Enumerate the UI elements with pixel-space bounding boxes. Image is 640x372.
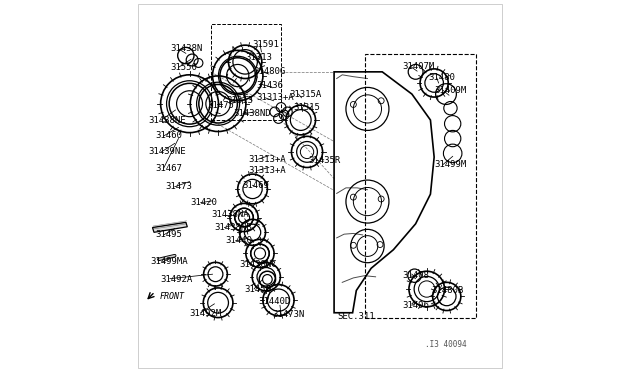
Text: 31469: 31469 (242, 181, 269, 190)
Text: 31438NA: 31438NA (212, 211, 250, 219)
Text: 31313+A: 31313+A (256, 93, 294, 102)
Text: 31495: 31495 (155, 230, 182, 240)
Text: 31438N: 31438N (170, 44, 202, 53)
Text: 31496: 31496 (403, 301, 429, 310)
Text: FRONT: FRONT (160, 292, 185, 301)
Text: 31480: 31480 (428, 73, 455, 82)
Text: 31440: 31440 (225, 236, 252, 246)
Text: 31450: 31450 (244, 285, 271, 294)
Bar (211, 25, 281, 120)
Text: 31499MA: 31499MA (150, 257, 188, 266)
Text: .I3 40094: .I3 40094 (424, 340, 466, 349)
Text: 31313+A: 31313+A (249, 155, 287, 164)
Text: 31407M: 31407M (403, 62, 435, 71)
Text: 31480B: 31480B (431, 286, 463, 295)
Text: 31438NC: 31438NC (239, 260, 277, 269)
Text: 31475: 31475 (207, 101, 234, 110)
Text: 31550: 31550 (170, 63, 196, 72)
Text: 31408: 31408 (403, 271, 429, 280)
Text: 31460: 31460 (155, 131, 182, 141)
Text: 31591: 31591 (253, 40, 280, 49)
Text: 31473N: 31473N (273, 311, 305, 320)
Polygon shape (152, 222, 188, 232)
Text: 31436: 31436 (256, 81, 283, 90)
Text: 31313: 31313 (245, 52, 272, 61)
Text: 31480G: 31480G (253, 67, 285, 76)
Text: 31492A: 31492A (160, 275, 192, 284)
Text: 31315: 31315 (293, 103, 320, 112)
Text: 31435R: 31435R (308, 156, 340, 165)
Text: 31499M: 31499M (434, 160, 467, 169)
Text: 31315A: 31315A (290, 90, 322, 99)
Text: 31438ND: 31438ND (233, 109, 271, 118)
Text: SEC.311: SEC.311 (338, 312, 376, 321)
Text: 31409M: 31409M (434, 86, 467, 95)
Text: 31473: 31473 (165, 182, 192, 191)
Text: 31492M: 31492M (189, 310, 222, 318)
Text: 31420: 31420 (190, 198, 217, 207)
Text: 31440D: 31440D (259, 297, 291, 306)
Text: 31438NE: 31438NE (148, 116, 186, 125)
Text: 31467: 31467 (155, 164, 182, 173)
Text: 31439NE: 31439NE (148, 147, 186, 156)
Text: 31313+A: 31313+A (249, 166, 287, 175)
Text: 31438NB: 31438NB (214, 223, 252, 232)
Text: 31313: 31313 (227, 96, 253, 105)
Bar (365, 54, 476, 318)
